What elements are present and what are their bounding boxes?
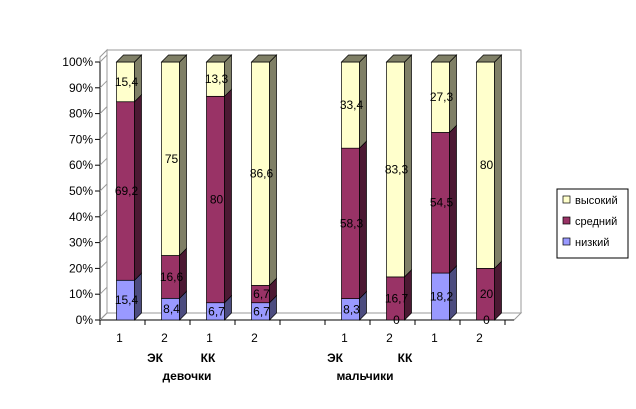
bar-top [475,54,503,63]
bar-top [340,54,368,63]
legend-swatch [562,216,571,225]
y-depth-line [99,157,108,166]
data-label: 33,4 [340,98,364,112]
x-category-label: 2 [386,331,393,345]
bar-top [250,54,278,63]
y-tick-label: 80% [69,107,93,121]
y-depth-line [99,183,108,192]
bar-side [494,260,502,321]
bar-side [494,54,502,270]
data-label: 83,3 [385,162,409,176]
x-category-label: 2 [251,331,258,345]
y-tick-label: 100% [62,55,93,69]
x-subgroup-label: КК [398,351,413,365]
x-category-label: 1 [431,331,438,345]
bar-top [385,54,413,63]
data-label: 86,6 [250,167,274,181]
data-label: 20 [480,287,494,301]
data-label: 80 [210,193,224,207]
y-tick-label: 50% [69,184,93,198]
y-tick-label: 70% [69,132,93,146]
legend-label: высокий [575,195,618,207]
data-label: 75 [165,152,179,166]
y-depth-line [99,209,108,218]
y-depth-line [99,286,108,295]
data-label: 0 [393,313,400,327]
bar-side [179,54,187,257]
x-category-label: 2 [476,331,483,345]
y-tick-label: 30% [69,236,93,250]
x-category-label: 2 [161,331,168,345]
y-depth-line [99,54,108,63]
data-label: 16,7 [385,291,409,305]
x-category-label: 1 [116,331,123,345]
y-tick-label: 10% [69,287,93,301]
x-category-label: 1 [206,331,213,345]
data-label: 15,4 [115,75,139,89]
y-depth-line [99,132,108,140]
y-tick-label: 40% [69,210,93,224]
data-label: 6,7 [253,304,270,318]
y-depth-line [99,106,108,114]
legend-label: низкий [575,237,609,249]
data-label: 0 [483,313,490,327]
data-label: 69,2 [115,184,139,198]
x-subgroup-label: ЭК [147,351,164,365]
x-group-label: девочки [163,369,212,383]
x-category-label: 1 [341,331,348,345]
y-depth-line [99,80,108,89]
data-label: 8,3 [343,302,360,316]
bar-top [430,54,458,63]
data-label: 16,6 [160,270,184,284]
y-tick-label: 20% [69,261,93,275]
bar-top [205,54,233,63]
data-label: 58,3 [340,216,364,230]
x-subgroup-label: ЭК [327,351,344,365]
bar-side [224,88,232,304]
data-label: 54,5 [430,196,454,210]
x-group-label: мальчики [336,369,393,383]
y-tick-label: 90% [69,81,93,95]
y-depth-line [99,261,108,269]
legend-swatch [562,237,571,246]
x-subgroup-label: КК [201,351,216,365]
y-tick-label: 0% [76,313,94,327]
legend-label: средний [575,216,617,228]
data-label: 27,3 [430,90,454,104]
y-depth-line [99,235,108,243]
data-label: 80 [480,158,494,172]
bar-top [115,54,143,63]
y-tick-label: 60% [69,158,93,172]
y-depth-line [99,312,108,321]
bar-top [160,54,188,63]
data-label: 15,4 [115,293,139,307]
legend-swatch [562,195,571,204]
data-label: 8,4 [163,302,180,316]
data-label: 13,3 [205,72,229,86]
data-label: 6,7 [208,304,225,318]
data-label: 6,7 [253,287,270,301]
data-label: 18,2 [430,290,454,304]
